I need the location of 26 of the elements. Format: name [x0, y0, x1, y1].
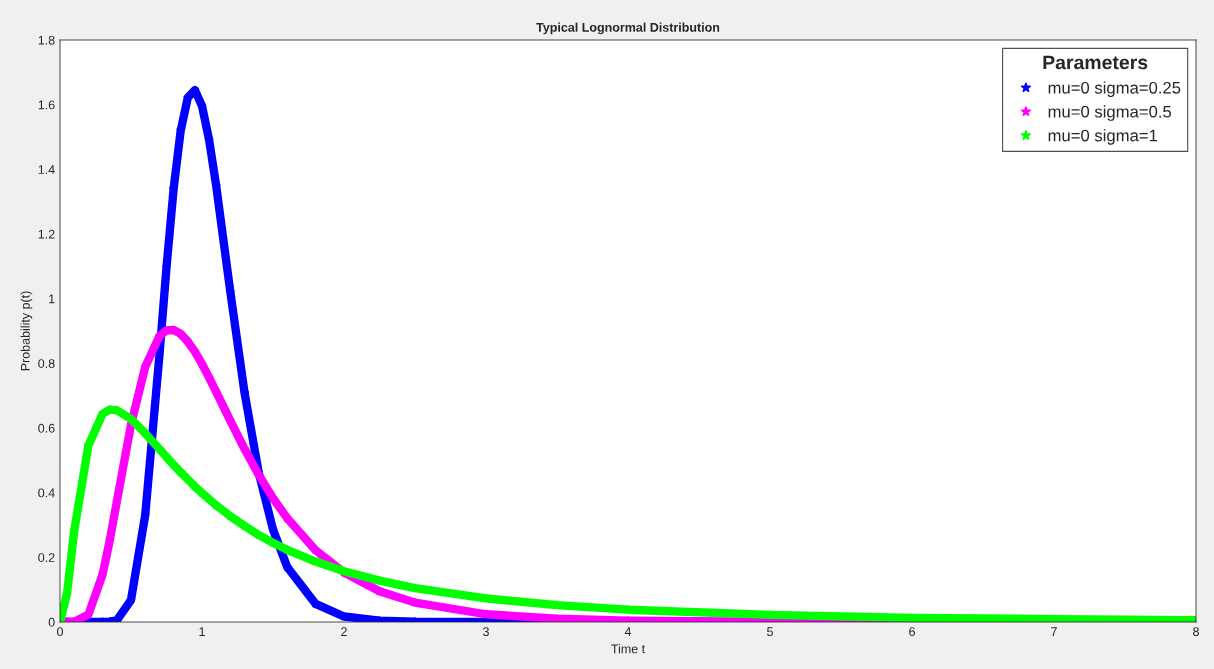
legend-title: Parameters — [1043, 55, 1148, 70]
y-tick-label: 1.6 — [38, 100, 55, 110]
x-axis-title: Time t — [611, 644, 646, 654]
y-tick-label: 1.8 — [38, 35, 55, 45]
legend-label: mu=0 sigma=0.5 — [1048, 105, 1172, 121]
y-tick-label: 0 — [48, 617, 55, 627]
x-tick-label: 1 — [199, 627, 205, 636]
x-tick-label: 4 — [624, 627, 632, 636]
y-axis-title: Probability p(t) — [20, 291, 33, 371]
legend-label: mu=0 sigma=1 — [1048, 129, 1158, 145]
y-tick-label: 0.2 — [38, 553, 55, 562]
x-tick-label: 7 — [1051, 627, 1057, 636]
y-tick-label: 1.4 — [38, 165, 55, 174]
legend-label: mu=0 sigma=0.25 — [1048, 81, 1181, 97]
x-tick-label: 8 — [1193, 627, 1199, 637]
x-tick-label: 5 — [767, 627, 773, 637]
chart-title: Typical Lognormal Distribution — [536, 22, 720, 35]
y-tick-label: 1 — [49, 294, 55, 304]
y-tick-label: 0.6 — [38, 423, 55, 433]
y-tick-label: 0.4 — [38, 488, 55, 498]
x-tick-label: 3 — [483, 627, 489, 637]
y-tick-label: 1.2 — [38, 229, 55, 239]
x-tick-label: 6 — [909, 627, 915, 637]
y-tick-label: 0.8 — [38, 359, 55, 368]
x-tick-label: 0 — [57, 627, 63, 637]
x-tick-label: 2 — [341, 627, 347, 636]
